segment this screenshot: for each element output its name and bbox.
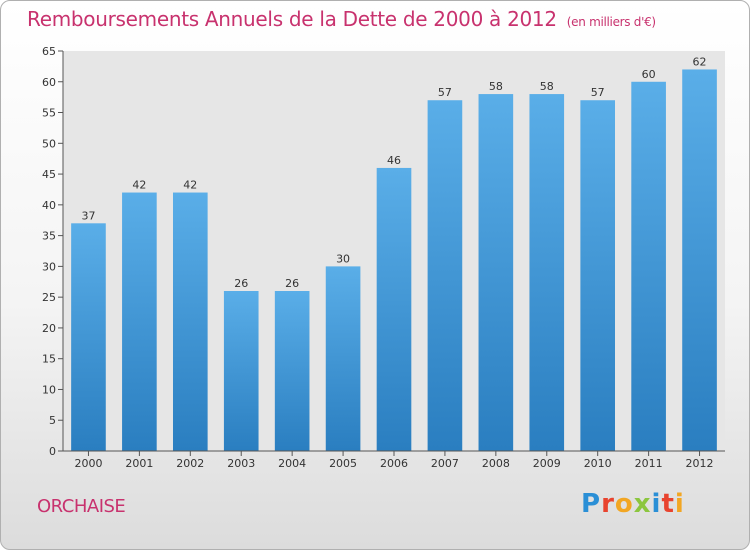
y-tick-label: 25 <box>42 291 56 304</box>
y-tick-label: 60 <box>42 76 56 89</box>
y-tick-label: 55 <box>42 107 56 120</box>
data-label: 60 <box>642 68 656 81</box>
x-tick-label: 2004 <box>278 457 306 470</box>
bar <box>223 291 259 451</box>
chart-title: Remboursements Annuels de la Dette de 20… <box>27 7 656 31</box>
x-tick-label: 2006 <box>380 457 408 470</box>
data-label: 58 <box>540 80 554 93</box>
data-label: 37 <box>81 209 95 222</box>
x-axis: 2000 2001 2002 2003 2004 2005 2006 2007 2008 2009… <box>63 450 725 470</box>
y-axis: 0 5 10 15 20 25 30 35 40 45 50 55 60 65 <box>42 45 64 458</box>
bar <box>529 94 565 452</box>
data-label: 30 <box>336 252 350 265</box>
bar <box>478 94 514 452</box>
x-tick-label: 2002 <box>176 457 204 470</box>
logo-letter: i <box>674 489 685 519</box>
bar <box>580 100 616 451</box>
y-tick-label: 30 <box>42 260 56 273</box>
data-label: 57 <box>438 86 452 99</box>
y-tick-label: 0 <box>49 445 56 458</box>
x-tick-label: 2008 <box>482 457 510 470</box>
y-tick-label: 20 <box>42 322 56 335</box>
bar <box>631 81 666 452</box>
y-tick-label: 45 <box>42 168 56 181</box>
x-tick-label: 2005 <box>329 457 357 470</box>
proxiti-logo: Proxiti <box>581 489 685 519</box>
logo-letter: o <box>614 489 634 519</box>
y-tick-label: 35 <box>42 230 56 243</box>
logo-letter: P <box>581 489 602 519</box>
chart-title-text: Remboursements Annuels de la Dette de 20… <box>27 7 557 31</box>
chart-unit: (en milliers d'€) <box>566 15 656 29</box>
bar <box>122 192 157 452</box>
logo-letter: x <box>633 489 652 519</box>
x-tick-label: 2012 <box>686 457 714 470</box>
y-tick-label: 40 <box>42 199 56 212</box>
x-tick-label: 2009 <box>533 457 561 470</box>
data-label: 62 <box>693 55 707 68</box>
bar <box>682 69 717 451</box>
y-tick-label: 10 <box>42 383 56 396</box>
x-tick-label: 2011 <box>635 457 663 470</box>
x-tick-label: 2007 <box>431 457 459 470</box>
bar <box>274 291 310 451</box>
bar <box>376 167 412 451</box>
bar <box>172 192 208 452</box>
y-tick-label: 15 <box>42 353 56 366</box>
logo-letter: i <box>651 489 662 519</box>
logo-letter: r <box>601 489 615 519</box>
y-tick-label: 65 <box>42 45 56 58</box>
bar <box>71 223 106 451</box>
y-tick-label: 50 <box>42 137 56 150</box>
bar <box>325 266 361 451</box>
x-tick-label: 2003 <box>227 457 255 470</box>
data-label: 46 <box>387 154 401 167</box>
data-label: 26 <box>234 277 248 290</box>
x-tick-label: 2010 <box>584 457 612 470</box>
data-label: 42 <box>183 179 197 192</box>
bars-group: 37 42 42 26 26 30 46 57 58 58 57 60 62 <box>71 55 717 452</box>
x-tick-label: 2001 <box>125 457 153 470</box>
data-label: 58 <box>489 80 503 93</box>
data-label: 57 <box>591 86 605 99</box>
logo-letter: t <box>661 489 675 519</box>
commune-name: ORCHAISE <box>37 496 126 517</box>
data-label: 26 <box>285 277 299 290</box>
data-label: 42 <box>132 179 146 192</box>
x-tick-label: 2000 <box>74 457 102 470</box>
bar <box>427 100 463 451</box>
y-tick-label: 5 <box>49 414 56 427</box>
